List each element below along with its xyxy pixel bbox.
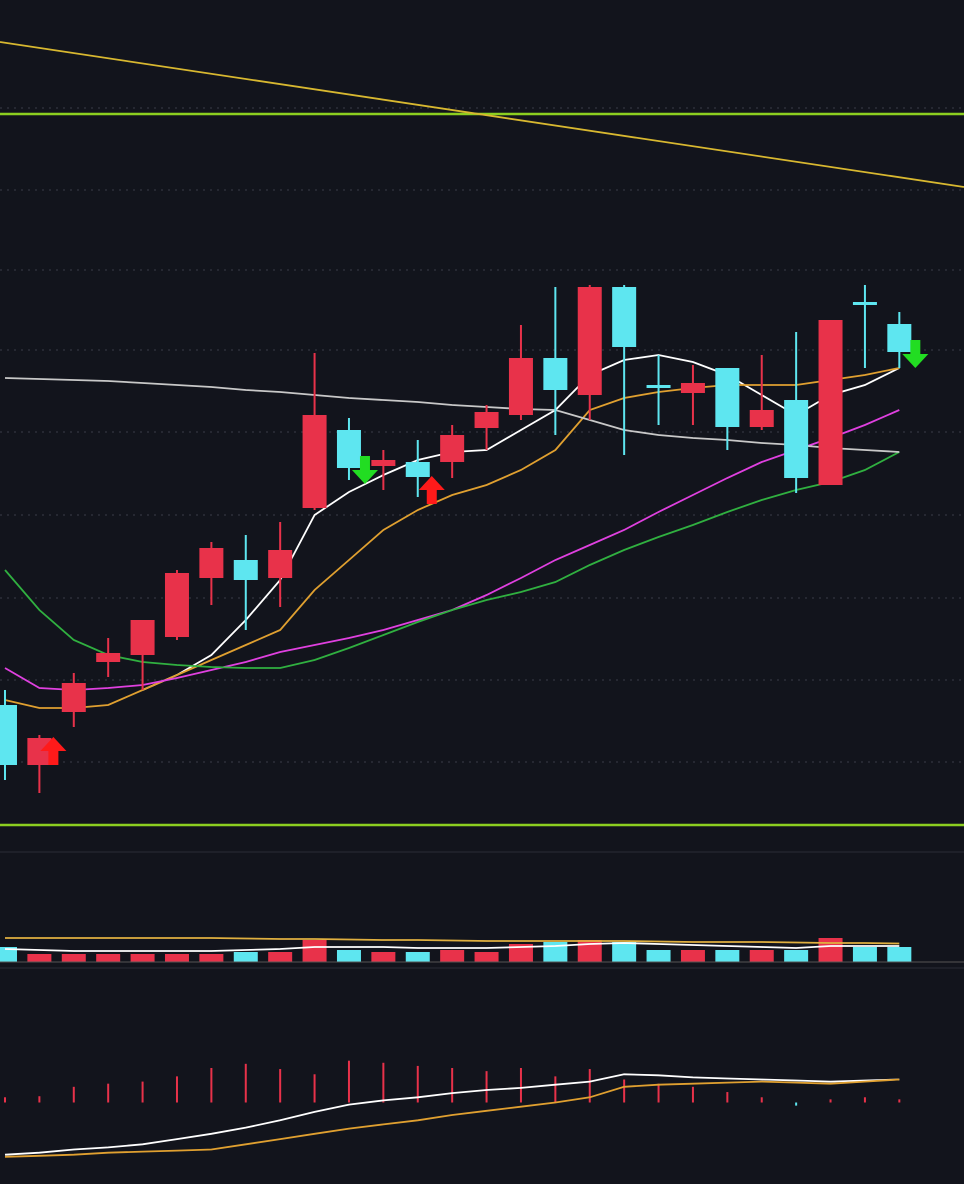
candle-body xyxy=(336,430,361,468)
candle-body xyxy=(27,738,52,765)
candle-body xyxy=(268,550,293,578)
volume-average xyxy=(5,937,900,945)
macd-line xyxy=(4,1073,900,1156)
candle-body xyxy=(818,320,843,485)
candle-body xyxy=(887,324,912,352)
candle-body xyxy=(371,460,396,466)
volume-bar xyxy=(130,954,155,962)
moving-average xyxy=(4,451,900,669)
candle-body xyxy=(577,287,602,395)
volume-bar xyxy=(715,950,740,962)
candle-body xyxy=(646,385,671,388)
volume-bar xyxy=(199,954,224,962)
volume-bar xyxy=(818,938,843,962)
volume-bar xyxy=(27,954,52,962)
candle-body xyxy=(164,573,189,637)
volume-bar xyxy=(784,950,809,962)
volume-bar xyxy=(612,942,637,962)
candle-body xyxy=(96,653,121,662)
sell-arrow xyxy=(351,456,378,484)
volume-bar xyxy=(96,954,121,962)
volume-bar xyxy=(0,947,17,962)
volume-bar xyxy=(440,950,465,962)
candle-body xyxy=(508,358,533,415)
volume-bar xyxy=(268,952,293,962)
candle-body xyxy=(749,410,774,427)
volume-bar xyxy=(508,944,533,962)
moving-average xyxy=(142,354,900,691)
volume-bar xyxy=(164,954,189,962)
candle-body xyxy=(61,683,86,712)
candle-body xyxy=(715,368,740,427)
volume-bar xyxy=(887,947,912,962)
candle-body xyxy=(680,383,705,393)
candle-body xyxy=(784,400,809,478)
volume-bar xyxy=(852,947,877,962)
volume-average xyxy=(4,942,900,952)
moving-average xyxy=(4,367,900,709)
candle-body xyxy=(612,287,637,347)
candle-body xyxy=(199,548,224,578)
sell-arrow xyxy=(902,340,929,368)
buy-arrow xyxy=(418,476,445,504)
candle-body xyxy=(852,302,877,305)
candle-body xyxy=(233,560,258,580)
candle-body xyxy=(0,705,17,765)
volume-bar xyxy=(61,954,86,962)
volume-bar xyxy=(749,950,774,962)
trend-line xyxy=(0,41,964,188)
volume-bar xyxy=(680,950,705,962)
candle-body xyxy=(302,415,327,508)
candle-body xyxy=(474,412,499,428)
volume-bar xyxy=(474,952,499,962)
volume-bar xyxy=(405,952,430,962)
volume-bar xyxy=(646,950,671,962)
volume-bar xyxy=(302,940,327,962)
volume-bar xyxy=(371,952,396,962)
volume-bar xyxy=(336,950,361,962)
candle-body xyxy=(440,435,465,462)
moving-average xyxy=(4,377,900,453)
volume-bar xyxy=(577,940,602,962)
candle-body xyxy=(405,462,430,477)
macd-line xyxy=(4,1078,900,1158)
buy-arrow xyxy=(40,737,67,765)
candle-body xyxy=(130,620,155,655)
candle-body xyxy=(543,358,568,390)
volume-bar xyxy=(233,952,258,962)
